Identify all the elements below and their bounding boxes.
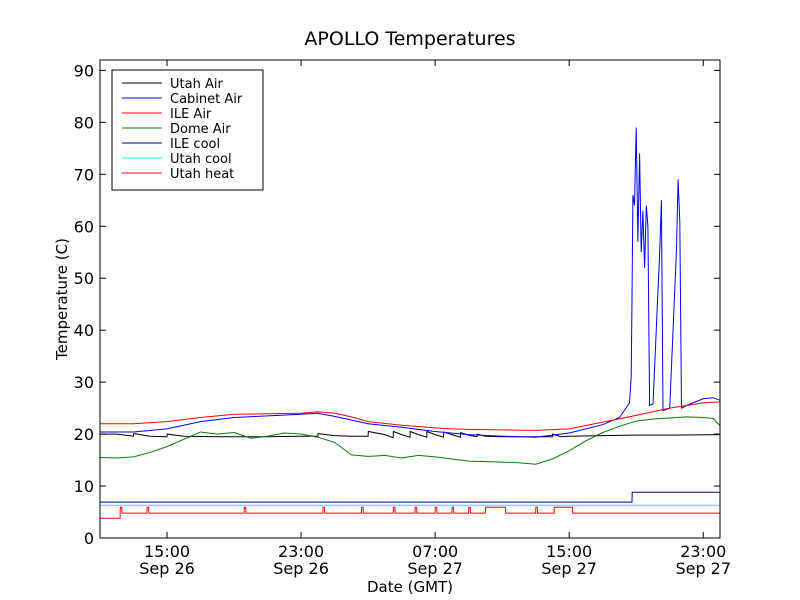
x-axis-label: Date (GMT) [367, 578, 453, 596]
x-tick-time: 15:00 [144, 542, 190, 561]
y-tick-label: 60 [74, 217, 94, 236]
x-tick-time: 07:00 [412, 542, 458, 561]
series-line-cabinet-air [100, 127, 721, 438]
y-tick-label: 10 [74, 477, 94, 496]
y-axis-label: Temperature (C) [53, 238, 71, 361]
series-line-ile-air [100, 401, 721, 431]
y-tick-label: 0 [84, 529, 94, 548]
series-line-dome-air [99, 416, 721, 465]
x-tick-time: 23:00 [278, 542, 324, 561]
legend-label: ILE cool [170, 137, 220, 152]
series-line-ile-cool [100, 491, 720, 503]
legend-label: Utah Air [170, 77, 223, 92]
y-tick-label: 90 [74, 61, 94, 80]
chart-title: APOLLO Temperatures [304, 28, 515, 50]
legend-label: Cabinet Air [170, 92, 243, 107]
y-tick-label: 50 [74, 269, 94, 288]
plot-frame [99, 59, 721, 539]
y-tick-label: 20 [74, 425, 94, 444]
legend-label: Utah cool [170, 152, 232, 167]
x-tick-date: Sep 26 [139, 559, 195, 578]
series-layer [99, 127, 721, 519]
y-tick-label: 40 [74, 321, 94, 340]
legend-label: ILE Air [170, 107, 212, 122]
x-tick-time: 15:00 [546, 542, 592, 561]
y-tick-label: 70 [74, 165, 94, 184]
legend-box [111, 69, 264, 191]
x-tick-date: Sep 27 [541, 559, 597, 578]
y-tick-label: 80 [74, 113, 94, 132]
x-tick-time: 23:00 [680, 542, 726, 561]
legend-label: Utah heat [170, 167, 234, 182]
series-line-utah-heat [100, 506, 720, 519]
x-tick-date: Sep 27 [407, 559, 463, 578]
x-tick-date: Sep 26 [273, 559, 329, 578]
y-tick-label: 30 [74, 373, 94, 392]
legend-label: Dome Air [170, 122, 231, 137]
x-tick-date: Sep 27 [675, 559, 731, 578]
